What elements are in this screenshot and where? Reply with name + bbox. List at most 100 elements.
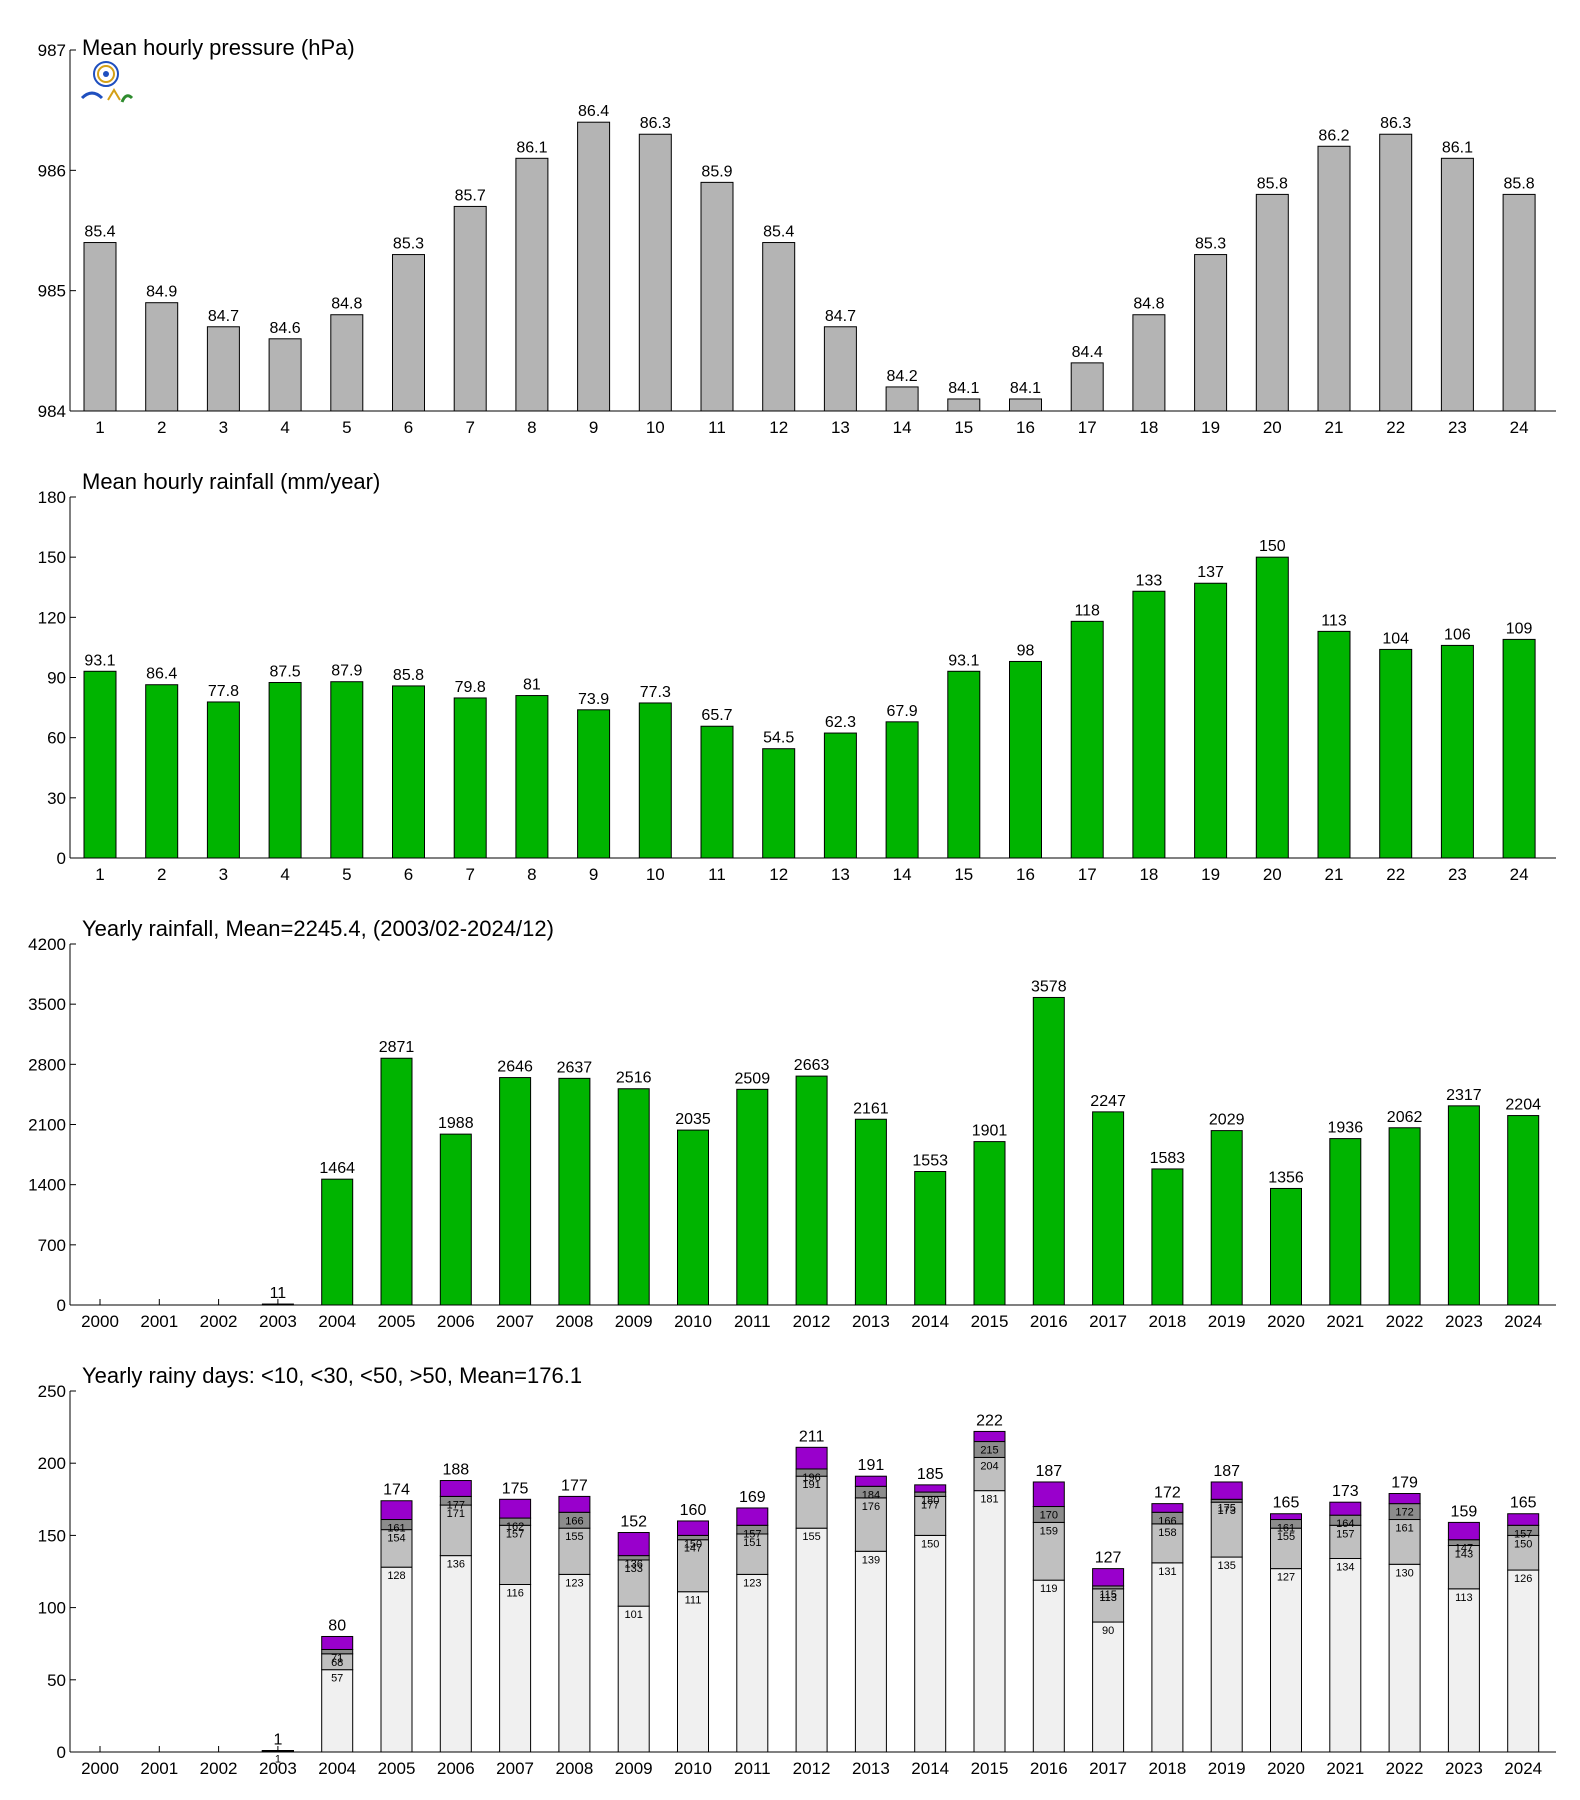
rainy-days-segment-gt50	[1032, 1481, 1065, 1508]
hourly-rain-bar	[515, 695, 549, 859]
rainy-days-segment-label: 101	[625, 1609, 643, 1621]
rainy-days-segment-lt30	[1092, 1588, 1125, 1623]
pressure-bar-value-label: 84.2	[887, 368, 918, 385]
rainy-days-segment-label: 166	[1158, 1515, 1176, 1527]
rainy-days-segment-label: 158	[1158, 1527, 1176, 1539]
rainy-days-x-tick-label: 2017	[1089, 1759, 1127, 1778]
hourly-rain-bar-value-label: 81	[523, 677, 541, 694]
rainy-days-total-label: 175	[502, 1480, 529, 1497]
yearly-rain-x-tick-label: 2012	[793, 1312, 831, 1331]
yearly-rain-x-tick-label: 2007	[496, 1312, 534, 1331]
pressure-bar	[762, 242, 796, 412]
rainy-days-segment-label: 90	[1102, 1625, 1114, 1637]
pressure-y-tick-label: 984	[38, 402, 66, 421]
yearly-rain-bar-value-label: 2663	[794, 1057, 830, 1074]
rainy-days-segment-gt50	[499, 1498, 532, 1519]
pressure-x-tick-label: 16	[1016, 418, 1035, 437]
rainy-days-x-tick-label: 2004	[318, 1759, 356, 1778]
hourly-rain-bar-value-label: 85.8	[393, 667, 424, 684]
pressure-bar	[1009, 398, 1042, 412]
yearly-rain-bar-value-label: 2029	[1209, 1112, 1245, 1129]
pressure-bar-value-label: 86.3	[1380, 115, 1411, 132]
pressure-x-tick-label: 23	[1448, 418, 1467, 437]
rainy-days-segment-label: 172	[1395, 1507, 1413, 1519]
rainy-days-segment-gt50	[1388, 1493, 1421, 1505]
rainy-days-segment-label: 180	[921, 1495, 939, 1507]
rainy-days-segment-lt10	[736, 1573, 769, 1753]
pressure-y-tick-label: 986	[38, 161, 66, 180]
yearly-rain-bar	[380, 1057, 413, 1306]
pressure-bar	[1317, 145, 1351, 412]
pressure-bar-value-label: 86.1	[516, 139, 547, 156]
yearly-rain-bar	[1092, 1111, 1125, 1306]
rainy-days-x-tick-label: 2009	[615, 1759, 653, 1778]
yearly-rain-y-tick-label: 700	[38, 1236, 66, 1255]
rainy-days-total-label: 160	[680, 1502, 707, 1519]
rainy-days-segment-label: 157	[743, 1528, 761, 1540]
hourly-rain-x-tick-label: 18	[1139, 865, 1158, 884]
hourly-rain-bar-value-label: 150	[1259, 538, 1286, 555]
hourly-rain-x-tick-label: 16	[1016, 865, 1035, 884]
rainy-days-segment-lt30	[380, 1529, 413, 1568]
yearly-rain-y-tick-label: 0	[57, 1296, 66, 1315]
pressure-x-tick-label: 18	[1139, 418, 1158, 437]
rainy-days-segment-label: 159	[1040, 1525, 1058, 1537]
pressure-bar-value-label: 86.2	[1318, 127, 1349, 144]
yearly-rain-bar-value-label: 2247	[1090, 1093, 1126, 1110]
pressure-x-tick-label: 12	[769, 418, 788, 437]
pressure-x-tick-label: 10	[646, 418, 665, 437]
yearly-rainfall-chart-title: Yearly rainfall, Mean=2245.4, (2003/02-2…	[82, 916, 554, 941]
rainy-days-segment-label: 171	[447, 1508, 465, 1520]
rainy-days-segment-label: 134	[1336, 1562, 1354, 1574]
rainy-days-segment-label: 184	[862, 1489, 880, 1501]
rainy-days-segment-label: 119	[1040, 1583, 1058, 1595]
yearly-rain-bar	[261, 1303, 294, 1306]
hourly-rain-bar-value-label: 65.7	[701, 707, 732, 724]
rainy-days-segment-lt30	[736, 1533, 769, 1575]
yearly-rain-bar	[1447, 1105, 1480, 1306]
hourly-rain-bar	[1502, 638, 1536, 859]
pressure-x-tick-label: 19	[1201, 418, 1220, 437]
yearly-rain-bar	[439, 1133, 472, 1306]
rainy-days-segment-label: 175	[1218, 1502, 1236, 1514]
yearly-rain-bar	[499, 1077, 532, 1306]
hourly-rain-bar	[1440, 644, 1474, 859]
pressure-bar	[1379, 133, 1413, 412]
yearly-rain-x-tick-label: 2008	[555, 1312, 593, 1331]
rainy-days-total-label: 159	[1451, 1503, 1478, 1520]
rainy-days-segment-label: 128	[387, 1570, 405, 1582]
rainy-days-segment-label: 135	[1218, 1560, 1236, 1572]
hourly-rain-bar	[330, 681, 364, 859]
rainy-days-y-tick-label: 150	[38, 1526, 66, 1545]
yearly-rain-x-tick-label: 2011	[734, 1312, 771, 1331]
rainy-days-segment-lt10	[973, 1490, 1006, 1753]
yearly-rain-bar	[1388, 1127, 1421, 1306]
hourly-rain-x-tick-label: 13	[831, 865, 850, 884]
rainy-days-x-tick-label: 2000	[81, 1759, 119, 1778]
rainy-days-segment-lt10	[1092, 1621, 1125, 1753]
yearly-rain-y-tick-label: 2800	[28, 1055, 66, 1074]
hourly-rain-bar-value-label: 79.8	[455, 679, 486, 696]
rainy-days-segment-label: 126	[1514, 1573, 1532, 1585]
pressure-bar-value-label: 84.1	[1010, 380, 1041, 397]
pressure-y-tick-label: 985	[38, 282, 66, 301]
rainy-days-segment-label: 127	[1277, 1572, 1295, 1584]
yearly-rain-bar-value-label: 2646	[497, 1059, 533, 1076]
rainy-days-segment-label: 161	[387, 1523, 405, 1535]
pressure-bar-value-label: 86.3	[640, 115, 671, 132]
hourly-rain-x-tick-label: 15	[954, 865, 973, 884]
pressure-x-tick-label: 1	[95, 418, 104, 437]
rainy-days-total-label: 177	[561, 1477, 588, 1494]
rainy-days-x-tick-label: 2018	[1148, 1759, 1186, 1778]
rainy-days-segment-gt50	[1092, 1568, 1125, 1587]
rainy-days-segment-label: 173	[1218, 1505, 1236, 1517]
pressure-x-tick-label: 3	[219, 418, 228, 437]
pressure-x-tick-label: 13	[831, 418, 850, 437]
pressure-bar	[1194, 254, 1228, 412]
yearly-rain-x-tick-label: 2014	[911, 1312, 949, 1331]
pressure-bar	[206, 326, 240, 412]
pressure-bar-value-label: 84.1	[948, 380, 979, 397]
rainy-days-segment-label: 170	[1040, 1510, 1058, 1522]
hourly-rain-x-tick-label: 7	[465, 865, 474, 884]
rainy-days-x-tick-label: 2021	[1326, 1759, 1364, 1778]
